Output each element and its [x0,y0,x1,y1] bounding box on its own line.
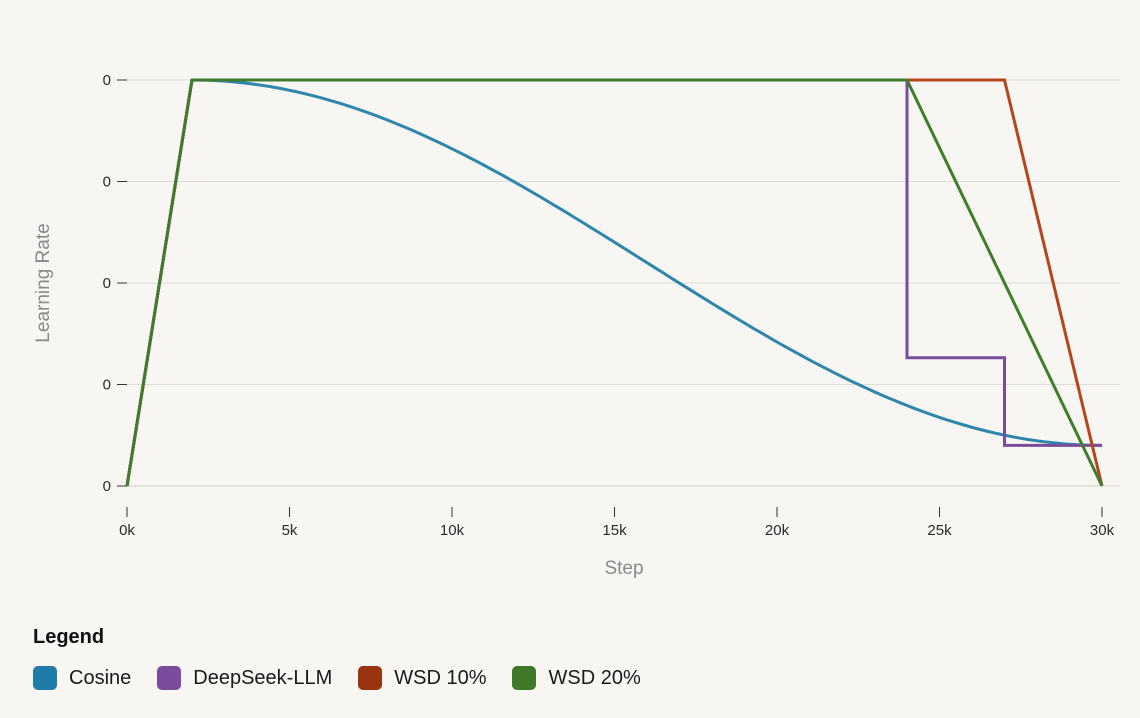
legend-swatch-cosine [33,666,57,690]
x-tick-label: 5k [282,522,298,539]
y-tick-label: 0 [103,478,111,495]
y-axis-title: Learning Rate [33,223,54,342]
y-tick-label: 0 [103,174,111,191]
legend-swatch-wsd-10 [358,666,383,690]
legend-items: Cosine DeepSeek-LLM WSD 10% WSD 20% [33,666,667,690]
legend-label-deepseek-llm: DeepSeek-LLM [193,666,333,689]
legend-item-wsd-20[interactable]: WSD 20% [512,666,641,690]
legend-label-cosine: Cosine [69,666,132,689]
series-line-wsd-20 [125,78,1104,487]
x-tick-label: 25k [927,522,952,539]
x-axis-title: Step [604,558,643,579]
y-tick-label: 0 [103,275,111,292]
y-tick-label: 0 [103,377,111,394]
x-tick-label: 30k [1090,522,1115,539]
legend-label-wsd-20: WSD 20% [548,666,641,689]
legend-title: Legend [33,626,105,648]
x-axis: 0k 5k 10k 15k 20k 25k 30k [119,485,1115,539]
legend-item-wsd-10[interactable]: WSD 10% [358,666,486,690]
learning-rate-chart: 0 0 0 0 0 0k 5k 10k 15k 20k 25k 30k Step Learning … [33,72,1120,579]
legend-swatch-wsd-20 [512,666,537,690]
x-tick-label: 20k [765,522,790,539]
x-tick-label: 15k [602,522,627,539]
series-lines [125,78,1104,487]
legend-swatch-deepseek-llm [157,666,182,690]
legend-item-cosine[interactable]: Cosine [33,666,131,690]
y-tick-label: 0 [103,72,111,89]
x-tick-label: 0k [119,522,135,539]
series-line-cosine [125,78,1103,487]
y-axis: 0 0 0 0 0 [103,72,127,495]
x-tick-label: 10k [440,522,465,539]
legend-item-deepseek-llm[interactable]: DeepSeek-LLM [157,666,332,690]
grid-lines [127,79,1120,487]
legend: Legend Cosine DeepSeek-LLM WSD 10% WSD 2… [33,626,667,690]
legend-label-wsd-10: WSD 10% [394,666,487,689]
